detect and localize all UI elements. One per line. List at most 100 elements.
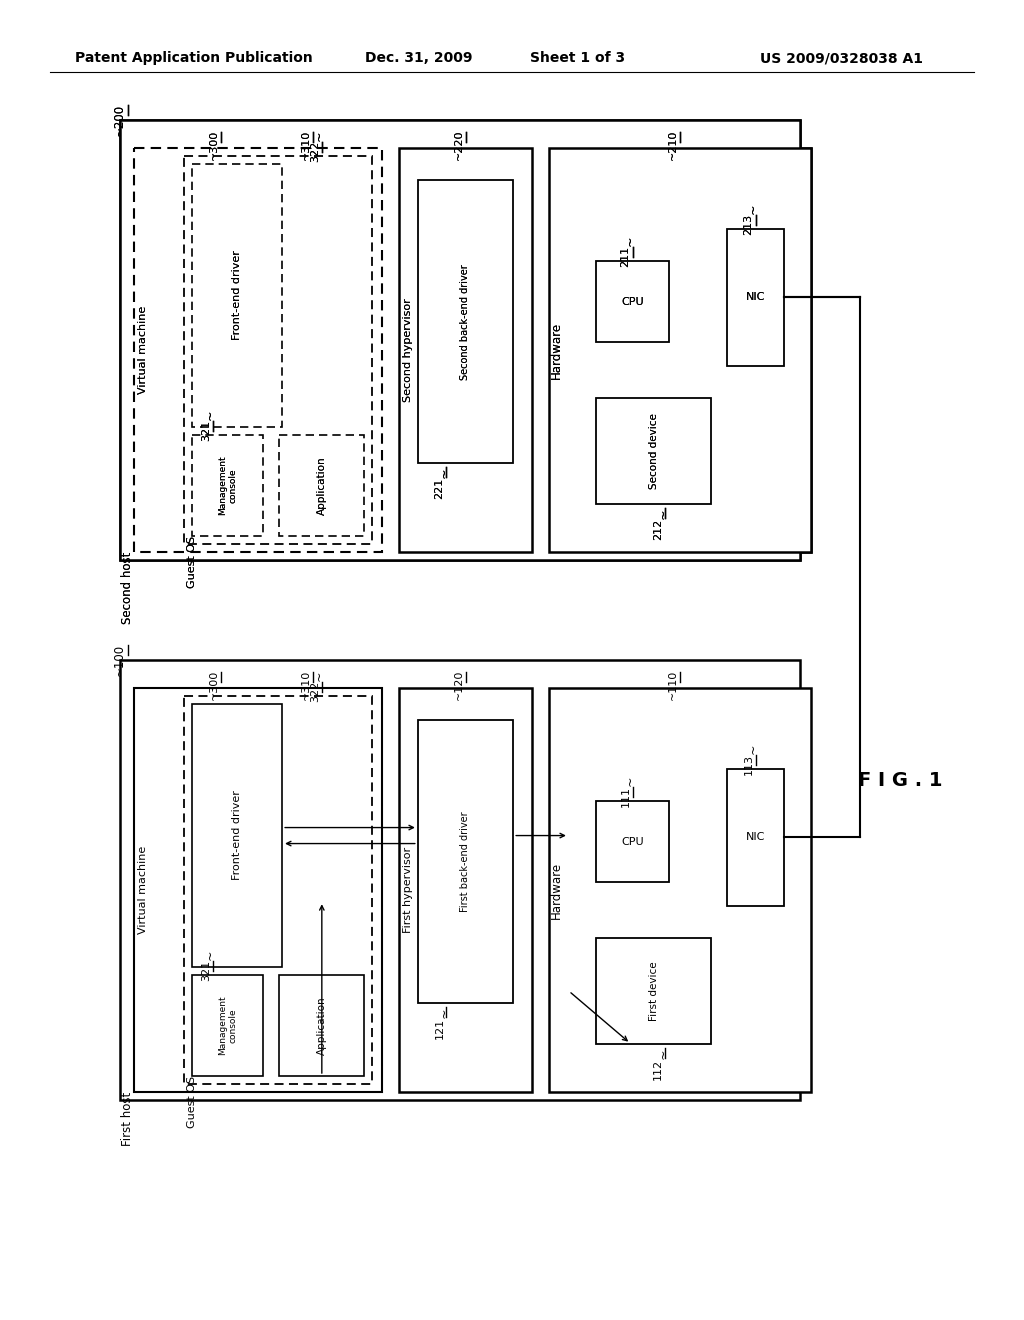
Text: 221: 221 [434,478,444,499]
Text: Guest OS: Guest OS [186,536,197,589]
Text: ~300: ~300 [209,671,219,700]
Bar [399,148,531,552]
Text: Second device: Second device [648,413,658,488]
Text: Application: Application [316,457,327,515]
Text: First device: First device [648,961,658,1020]
Text: ~: ~ [312,131,326,141]
Bar [727,228,784,366]
Text: Front-end driver: Front-end driver [231,791,242,880]
Text: Virtual machine: Virtual machine [138,306,148,395]
Text: ~: ~ [746,203,760,214]
Text: Dec. 31, 2009: Dec. 31, 2009 [365,51,472,65]
Text: ~210: ~210 [668,129,678,160]
Text: 321: 321 [201,420,211,441]
Bar [191,975,263,1076]
Text: ~: ~ [746,203,760,214]
Bar [596,261,670,342]
Text: NIC: NIC [745,293,765,302]
Bar [183,156,373,544]
Bar [191,164,283,428]
Bar [134,688,382,1092]
Text: Patent Application Publication: Patent Application Publication [75,51,312,65]
Text: 112: 112 [653,1059,663,1080]
Text: CPU: CPU [622,297,644,306]
Text: Application: Application [316,997,327,1055]
Text: ~120: ~120 [454,671,464,701]
Bar [191,436,263,536]
Bar [120,660,800,1100]
Text: ~: ~ [203,949,216,960]
Text: Front-end driver: Front-end driver [231,251,242,341]
Bar [596,399,711,503]
Text: ~: ~ [203,409,216,420]
Text: Hardware: Hardware [550,322,563,379]
Bar [183,156,373,544]
Text: ~220: ~220 [454,129,464,161]
Text: ~: ~ [656,508,669,519]
Text: 321: 321 [201,420,211,441]
Text: Hardware: Hardware [550,322,563,379]
Text: ~310: ~310 [301,129,310,160]
Text: 322: 322 [310,681,319,702]
Text: Virtual machine: Virtual machine [138,306,148,395]
Text: ~200: ~200 [113,104,126,136]
Bar [134,148,382,552]
Text: 121: 121 [434,1018,444,1039]
Bar [596,939,711,1044]
Text: Second hypervisor: Second hypervisor [403,298,414,401]
Text: Second back-end driver: Second back-end driver [461,264,470,380]
Text: ~100: ~100 [113,644,126,676]
Bar [549,148,811,552]
Bar [418,721,513,1003]
Text: Management
console: Management console [218,995,238,1056]
Bar [727,228,784,366]
Text: ~: ~ [746,743,760,754]
Text: ~: ~ [203,409,216,420]
Text: ~210: ~210 [668,129,678,160]
Text: Guest OS: Guest OS [186,536,197,589]
Text: ~: ~ [437,467,451,478]
Text: Guest OS: Guest OS [186,1076,197,1129]
Text: 322: 322 [310,141,319,162]
Text: Second hypervisor: Second hypervisor [403,298,414,401]
Text: ~220: ~220 [454,129,464,161]
Text: NIC: NIC [745,293,765,302]
Text: NIC: NIC [745,833,765,842]
Bar [596,399,711,503]
Text: 211: 211 [621,246,631,267]
Text: ~: ~ [437,1007,451,1018]
Text: Second host: Second host [121,552,134,624]
Text: Hardware: Hardware [550,862,563,919]
Text: 213: 213 [743,214,754,235]
Text: ~310: ~310 [301,129,310,160]
Bar [280,975,365,1076]
Text: 212: 212 [653,519,663,540]
Text: 221: 221 [434,478,444,499]
Text: ~: ~ [656,1048,669,1059]
Text: 321: 321 [201,960,211,981]
Text: ~300: ~300 [209,129,219,160]
Text: ~: ~ [437,467,451,478]
Bar [418,181,513,463]
Text: CPU: CPU [622,297,644,306]
Bar [191,436,263,536]
Bar [596,261,670,342]
Text: ~300: ~300 [209,129,219,160]
Bar [549,148,811,552]
Text: 213: 213 [743,214,754,235]
Text: Management
console: Management console [218,455,238,515]
Text: ~200: ~200 [113,104,126,136]
Bar [399,148,531,552]
Text: ~310: ~310 [301,671,310,700]
Bar [727,768,784,906]
Text: CPU: CPU [622,837,644,846]
Bar [549,688,811,1092]
Bar [399,688,531,1092]
Bar [280,436,365,536]
Text: Second back-end driver: Second back-end driver [461,264,470,380]
Text: First back-end driver: First back-end driver [461,812,470,912]
Text: 113: 113 [743,754,754,775]
Text: Management
console: Management console [218,455,238,515]
Bar [596,801,670,882]
Text: 211: 211 [621,246,631,267]
